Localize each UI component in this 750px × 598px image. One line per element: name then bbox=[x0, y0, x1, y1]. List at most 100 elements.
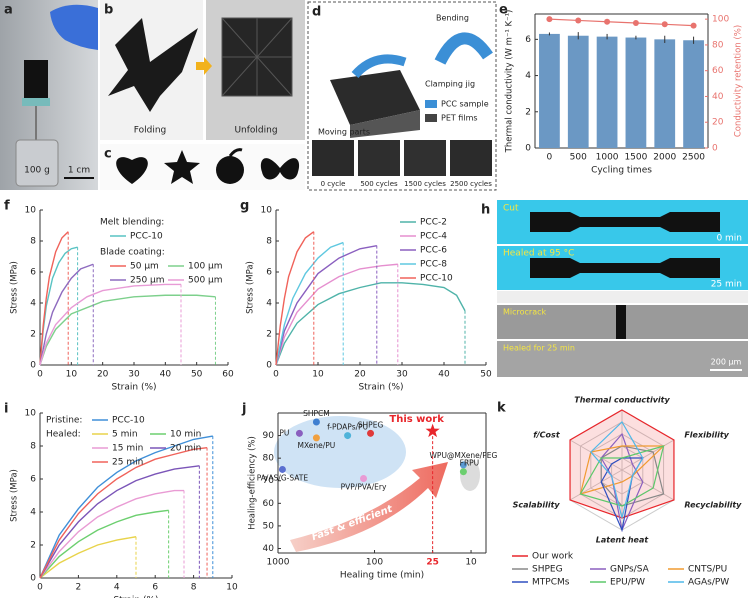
legend-heading: Melt blending: bbox=[100, 218, 164, 228]
y-axis-label: Healing-efficiency (%) bbox=[248, 436, 258, 530]
legend-label: PCC-4 bbox=[420, 232, 447, 242]
jig bbox=[330, 70, 420, 125]
y2-axis-label: Conductivity retention (%) bbox=[734, 25, 744, 137]
axis-label: Latent heat bbox=[596, 536, 650, 545]
label: 0 min bbox=[716, 234, 742, 244]
y-tick-label: 6 bbox=[266, 268, 272, 278]
point-label: PVP/PVA/Ery bbox=[341, 482, 387, 491]
x-tick-label: 30 bbox=[128, 370, 140, 380]
panel-letter: j bbox=[241, 402, 246, 417]
legend-label: 20 min bbox=[170, 444, 201, 454]
legend-label: PCC-6 bbox=[420, 246, 447, 256]
line bbox=[39, 465, 200, 579]
line bbox=[39, 294, 216, 366]
y-tick-label: 90 bbox=[263, 431, 275, 441]
point-label: This work bbox=[389, 414, 444, 425]
point-label: PU bbox=[279, 428, 289, 437]
creases bbox=[221, 17, 293, 97]
legend-label: CNTS/PU bbox=[688, 565, 727, 575]
bar bbox=[539, 33, 560, 149]
label: Healed at 95 °C bbox=[503, 249, 574, 259]
legend-label: EPU/PW bbox=[610, 578, 645, 588]
y-tick-label: 2 bbox=[30, 541, 36, 551]
panel-c: c bbox=[100, 144, 305, 190]
star bbox=[164, 150, 200, 184]
line bbox=[39, 446, 208, 579]
x-tick-label: 0 bbox=[37, 583, 43, 593]
jig-side bbox=[350, 110, 420, 138]
y-tick-label: 2 bbox=[266, 330, 272, 340]
y-tick-label: 6 bbox=[30, 475, 36, 485]
y-tick-label: 2 bbox=[525, 107, 531, 117]
y2-tick-label: 100 bbox=[712, 15, 729, 25]
sample bbox=[351, 54, 407, 79]
x-tick-label: 50 bbox=[191, 370, 203, 380]
crane bbox=[108, 18, 198, 112]
axis-label: Recyclability bbox=[684, 501, 742, 510]
label: Healed for 25 min bbox=[503, 344, 575, 353]
panel-letter: f bbox=[4, 199, 10, 214]
label: 25 min bbox=[711, 280, 742, 290]
leaf bbox=[228, 148, 243, 157]
micrograph bbox=[497, 341, 748, 377]
y-tick-label: 0 bbox=[266, 361, 272, 371]
x-tick-label: 10 bbox=[226, 583, 238, 593]
panel-letter: g bbox=[240, 199, 249, 214]
legend-label: 15 min bbox=[112, 444, 143, 454]
caption: 500 cycles bbox=[360, 180, 398, 188]
line bbox=[39, 263, 94, 366]
point bbox=[295, 429, 303, 437]
photo bbox=[450, 140, 492, 176]
line bbox=[39, 536, 137, 579]
caption: Folding bbox=[134, 126, 167, 136]
marker bbox=[690, 22, 697, 29]
y-axis-label: Thermal conductivity (W m⁻¹ K⁻¹) bbox=[505, 10, 515, 154]
legend-label: PCC-8 bbox=[420, 260, 447, 270]
y-tick-label: 0 bbox=[30, 361, 36, 371]
point bbox=[344, 432, 352, 440]
y-tick-label: 80 bbox=[263, 454, 275, 464]
y-tick-label: 10 bbox=[25, 409, 37, 419]
legend-label: PCC-10 bbox=[420, 274, 453, 284]
x-tick-label: 40 bbox=[438, 370, 450, 380]
x-tick-label: 4 bbox=[114, 583, 120, 593]
x-tick-label: 40 bbox=[160, 370, 172, 380]
caption: 1500 cycles bbox=[404, 180, 446, 188]
x-tick-label: 8 bbox=[191, 583, 197, 593]
x-tick-label: 30 bbox=[396, 370, 408, 380]
frame bbox=[307, 1, 497, 191]
annotation: Fast & efficient bbox=[310, 503, 395, 543]
y-axis-label: Stress (MPa) bbox=[10, 469, 20, 522]
x-axis-label: Cycling times bbox=[591, 166, 652, 176]
point bbox=[360, 474, 368, 482]
legend-label: PCC sample bbox=[441, 100, 489, 109]
panel-letter: d bbox=[312, 5, 321, 20]
y-tick-label: 60 bbox=[263, 499, 275, 509]
point bbox=[312, 434, 320, 442]
y-tick-label: 50 bbox=[263, 521, 275, 531]
legend-label: PET films bbox=[441, 114, 478, 123]
ruler bbox=[497, 291, 748, 303]
legend-label: MTPCMs bbox=[532, 578, 570, 588]
caption: 0 cycle bbox=[321, 180, 346, 188]
y-tick-label: 10 bbox=[261, 206, 273, 216]
x-tick-label: 6 bbox=[152, 583, 158, 593]
x-tick-label: 0 bbox=[37, 370, 43, 380]
panel-letter: k bbox=[497, 401, 506, 416]
marker bbox=[604, 18, 611, 25]
x-tick-label: 0 bbox=[273, 370, 279, 380]
label: Clamping jig bbox=[425, 80, 475, 89]
x-tick-label: 20 bbox=[354, 370, 366, 380]
radar-axis bbox=[621, 439, 675, 471]
axis-label: Scalability bbox=[513, 501, 561, 510]
legend-label: GNPs/SA bbox=[610, 565, 650, 575]
photo bbox=[312, 140, 354, 176]
panel-a: a 100 g 1 cm bbox=[0, 0, 98, 190]
y-tick-label: 8 bbox=[30, 442, 36, 452]
y-tick-label: 70 bbox=[263, 476, 275, 486]
arrow bbox=[196, 57, 212, 75]
panel-letter: b bbox=[104, 3, 113, 18]
point-label: SHPCM bbox=[303, 409, 330, 418]
panel-b: b Folding Unfolding bbox=[100, 0, 305, 140]
weight bbox=[15, 139, 59, 187]
